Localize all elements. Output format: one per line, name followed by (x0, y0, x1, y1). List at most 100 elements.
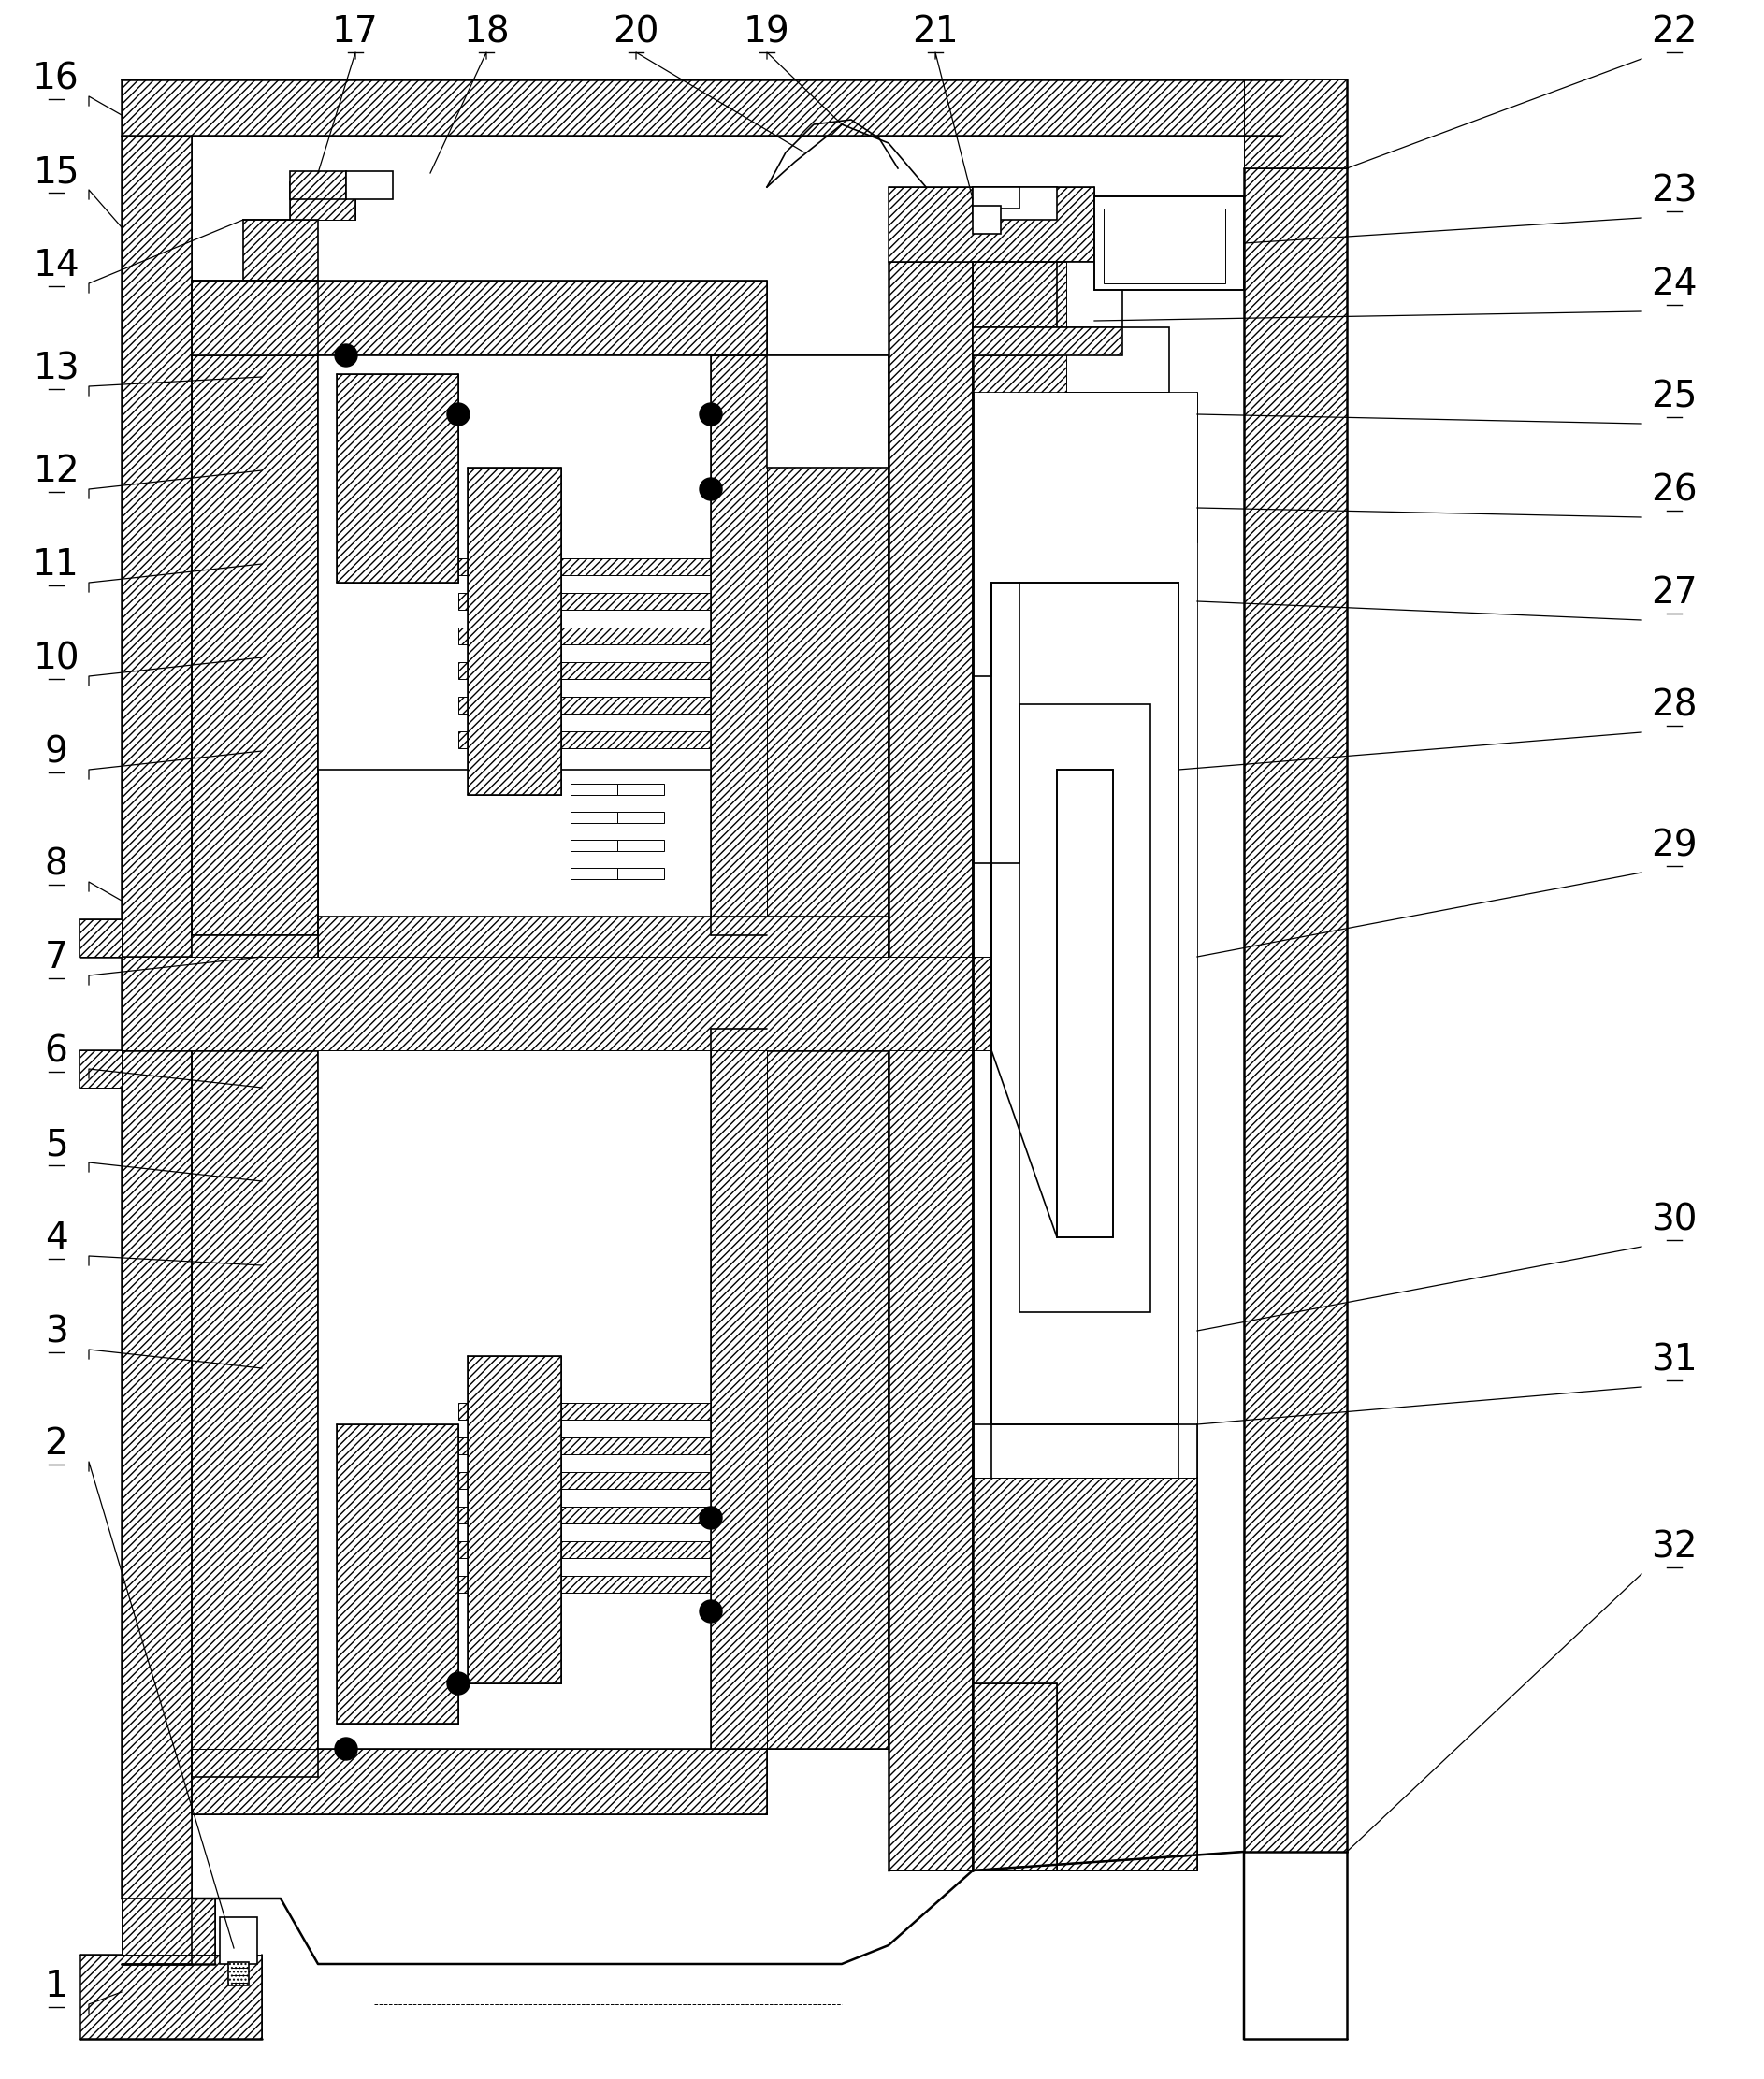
Text: 25: 25 (1651, 378, 1697, 414)
Text: 7: 7 (44, 940, 67, 975)
Circle shape (700, 478, 721, 501)
Bar (459, 628, 757, 644)
Bar (243, 220, 318, 281)
Bar (459, 732, 757, 748)
Polygon shape (79, 1954, 261, 2039)
Text: 6: 6 (44, 1033, 67, 1069)
Bar (459, 1507, 757, 1524)
Bar (318, 1029, 767, 1748)
Circle shape (335, 345, 358, 366)
Bar (972, 326, 1122, 356)
Text: 14: 14 (34, 247, 79, 283)
Polygon shape (467, 468, 561, 794)
Text: 22: 22 (1651, 15, 1697, 50)
Polygon shape (289, 183, 355, 220)
Text: 31: 31 (1651, 1343, 1697, 1378)
Bar (972, 206, 1000, 233)
Polygon shape (767, 356, 889, 936)
Bar (318, 356, 767, 769)
Bar (972, 262, 1122, 356)
Text: 10: 10 (34, 640, 79, 676)
Polygon shape (122, 956, 1028, 1050)
Text: 29: 29 (1651, 827, 1697, 863)
Text: 3: 3 (44, 1314, 67, 1349)
Bar (1057, 769, 1113, 1237)
Text: 13: 13 (34, 351, 79, 387)
Circle shape (446, 403, 469, 426)
Text: 2: 2 (44, 1426, 67, 1462)
Text: 11: 11 (34, 547, 79, 582)
Text: 1: 1 (44, 1969, 67, 2004)
Bar (459, 559, 757, 576)
Bar (570, 784, 617, 794)
Circle shape (700, 1507, 721, 1528)
Polygon shape (972, 326, 1065, 393)
Bar (459, 1437, 757, 1455)
Bar (991, 582, 1178, 1424)
Circle shape (700, 1601, 721, 1622)
Polygon shape (337, 1424, 459, 1723)
Polygon shape (467, 1356, 561, 1684)
Bar (972, 187, 1020, 208)
Bar (972, 326, 1170, 393)
Bar (459, 661, 757, 680)
Bar (1020, 705, 1150, 1312)
Bar (228, 1963, 249, 1985)
Polygon shape (192, 1029, 318, 1778)
Bar (1104, 208, 1226, 283)
Bar (1094, 195, 1244, 289)
Polygon shape (972, 1684, 1057, 1871)
Text: 20: 20 (612, 15, 660, 50)
Text: 5: 5 (44, 1127, 67, 1162)
Bar (617, 784, 663, 794)
Polygon shape (972, 262, 1065, 356)
Text: 12: 12 (34, 453, 79, 489)
Polygon shape (192, 1748, 767, 1815)
Polygon shape (1244, 168, 1348, 1852)
Text: 8: 8 (44, 846, 67, 881)
Text: 27: 27 (1651, 576, 1697, 611)
Bar (570, 811, 617, 823)
Polygon shape (122, 135, 192, 1898)
Bar (459, 1576, 757, 1593)
Polygon shape (972, 262, 1057, 356)
Bar (617, 811, 663, 823)
Polygon shape (767, 1029, 889, 1748)
Bar (459, 1472, 757, 1489)
Polygon shape (122, 1898, 215, 1965)
Polygon shape (79, 919, 122, 956)
Text: 26: 26 (1651, 472, 1697, 507)
Polygon shape (1244, 79, 1348, 168)
Polygon shape (972, 1478, 1198, 1871)
Text: 18: 18 (464, 15, 510, 50)
Text: 24: 24 (1651, 266, 1697, 301)
Bar (617, 867, 663, 879)
Text: 17: 17 (332, 15, 379, 50)
Bar (220, 1917, 258, 1965)
Text: 19: 19 (744, 15, 790, 50)
Bar (289, 170, 346, 200)
Bar (289, 183, 355, 220)
Text: 15: 15 (34, 154, 79, 189)
Text: 32: 32 (1651, 1528, 1697, 1565)
Circle shape (700, 403, 721, 426)
Polygon shape (889, 187, 972, 1871)
Polygon shape (79, 1050, 122, 1087)
Bar (459, 1403, 757, 1420)
Polygon shape (192, 281, 318, 936)
Bar (459, 593, 757, 609)
Bar (459, 696, 757, 713)
Circle shape (335, 1738, 358, 1761)
Polygon shape (711, 356, 767, 936)
Text: 23: 23 (1651, 173, 1697, 208)
Bar (767, 356, 889, 468)
Polygon shape (889, 187, 1094, 262)
Bar (192, 936, 318, 1010)
Bar (972, 187, 1057, 220)
Polygon shape (972, 393, 1198, 1478)
Text: 21: 21 (912, 15, 958, 50)
Circle shape (446, 1672, 469, 1694)
Text: 30: 30 (1651, 1202, 1697, 1237)
Bar (570, 867, 617, 879)
Bar (459, 1541, 757, 1557)
